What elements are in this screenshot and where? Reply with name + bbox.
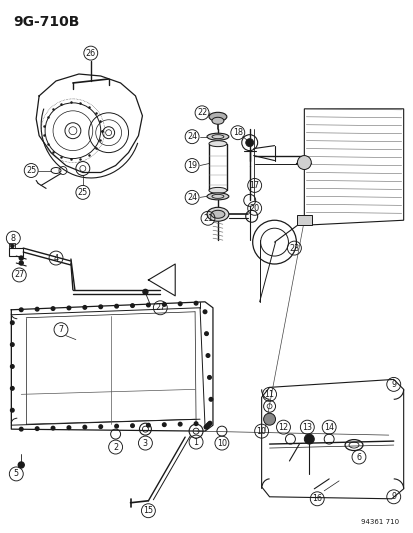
Text: 25: 25 — [26, 166, 36, 175]
Text: 11: 11 — [264, 390, 274, 399]
Text: 17: 17 — [249, 181, 259, 190]
Circle shape — [178, 302, 182, 305]
Circle shape — [204, 425, 207, 429]
Text: 24: 24 — [187, 132, 197, 141]
Circle shape — [35, 427, 39, 431]
Circle shape — [19, 427, 23, 431]
Text: 14: 14 — [323, 423, 333, 432]
Text: 8: 8 — [11, 233, 16, 243]
Circle shape — [297, 156, 311, 169]
Circle shape — [207, 376, 211, 379]
Text: 27: 27 — [155, 303, 165, 312]
Circle shape — [114, 424, 118, 428]
Ellipse shape — [206, 207, 228, 221]
Circle shape — [162, 303, 166, 306]
Circle shape — [67, 306, 71, 310]
Ellipse shape — [211, 211, 224, 218]
Text: 6: 6 — [356, 453, 361, 462]
Text: 3: 3 — [142, 439, 147, 448]
Text: 94361 710: 94361 710 — [360, 519, 398, 524]
Circle shape — [178, 422, 182, 426]
Text: 27: 27 — [14, 270, 24, 279]
Bar — [297, 215, 311, 225]
Circle shape — [83, 305, 86, 309]
Circle shape — [131, 304, 134, 308]
Ellipse shape — [206, 193, 228, 200]
Circle shape — [206, 422, 210, 426]
Text: 19: 19 — [187, 161, 197, 170]
Ellipse shape — [211, 117, 223, 124]
Text: 15: 15 — [143, 506, 153, 515]
Circle shape — [11, 245, 14, 248]
Ellipse shape — [209, 188, 226, 193]
Circle shape — [209, 398, 212, 401]
Circle shape — [194, 422, 197, 425]
Circle shape — [146, 423, 150, 427]
Text: 10: 10 — [256, 426, 266, 435]
Circle shape — [19, 256, 23, 260]
Text: 16: 16 — [311, 494, 321, 503]
Circle shape — [19, 308, 23, 312]
Text: 9: 9 — [390, 380, 395, 389]
Circle shape — [99, 305, 102, 309]
Text: 21: 21 — [202, 214, 213, 223]
Circle shape — [194, 302, 197, 305]
Text: 22: 22 — [197, 108, 206, 117]
Circle shape — [304, 434, 313, 444]
Circle shape — [10, 321, 14, 325]
Circle shape — [51, 426, 55, 430]
Circle shape — [35, 308, 39, 311]
Text: 9G-710B: 9G-710B — [13, 15, 79, 29]
Bar — [9, 248, 23, 256]
Text: 7: 7 — [58, 325, 63, 334]
Circle shape — [146, 303, 150, 307]
Text: 5: 5 — [14, 470, 19, 479]
Circle shape — [245, 139, 253, 147]
Circle shape — [162, 423, 166, 426]
Circle shape — [10, 408, 14, 412]
Ellipse shape — [206, 133, 228, 140]
Circle shape — [203, 310, 206, 313]
Bar — [9, 243, 15, 248]
Text: 13: 13 — [301, 423, 311, 432]
Text: 12: 12 — [278, 423, 288, 432]
Text: 18: 18 — [232, 128, 242, 137]
Circle shape — [131, 424, 134, 427]
Circle shape — [206, 354, 209, 357]
Circle shape — [114, 304, 118, 308]
Text: 10: 10 — [216, 439, 226, 448]
Text: 1: 1 — [193, 438, 198, 447]
Ellipse shape — [209, 141, 226, 147]
Circle shape — [19, 261, 23, 265]
Circle shape — [83, 425, 86, 429]
Circle shape — [142, 289, 147, 294]
Text: 4: 4 — [53, 254, 58, 263]
Ellipse shape — [209, 112, 226, 122]
Text: 2: 2 — [113, 442, 118, 451]
Circle shape — [205, 424, 208, 428]
Text: 23: 23 — [289, 244, 299, 253]
Text: 9: 9 — [390, 492, 395, 502]
Circle shape — [67, 426, 71, 430]
Circle shape — [99, 425, 102, 429]
Circle shape — [204, 332, 208, 335]
Text: 25: 25 — [78, 188, 88, 197]
Circle shape — [18, 462, 24, 468]
Circle shape — [51, 307, 55, 310]
Text: 26: 26 — [85, 49, 96, 58]
Text: 24: 24 — [187, 193, 197, 202]
Circle shape — [10, 386, 14, 390]
Circle shape — [263, 413, 275, 425]
Circle shape — [10, 365, 14, 368]
Circle shape — [10, 343, 14, 346]
Circle shape — [208, 422, 211, 425]
Text: 20: 20 — [249, 204, 259, 213]
Circle shape — [206, 423, 209, 427]
